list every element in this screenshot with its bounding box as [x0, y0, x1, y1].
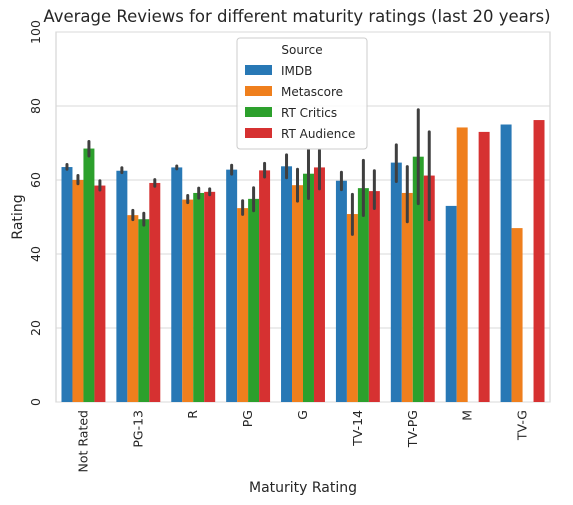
x-tick-pg-13: PG-13: [130, 410, 145, 448]
bar-tv-pg-imdb: [390, 162, 402, 402]
bar-pg-13-metascore: [127, 215, 139, 402]
bar-m-metascore: [456, 127, 468, 403]
legend-swatch-rt-audience: [245, 128, 272, 138]
bar-not-rated-rt-critics: [83, 148, 95, 402]
bar-pg-rt-audience: [259, 170, 271, 402]
y-tick-80: 80: [28, 98, 43, 114]
y-axis-label: Rating: [10, 194, 26, 239]
bar-g-rt-audience: [313, 167, 325, 402]
x-tick-tv-14: TV-14: [350, 410, 365, 447]
bar-pg-13-rt-critics: [138, 219, 150, 402]
bar-tv-14-imdb: [335, 180, 347, 402]
bar-tv-g-rt-audience: [533, 120, 545, 402]
error-bars: [65, 108, 431, 236]
y-tick-100: 100: [28, 20, 43, 44]
x-tick-g: G: [295, 410, 310, 420]
y-tick-40: 40: [28, 246, 43, 262]
x-axis-label: Maturity Rating: [249, 480, 357, 496]
bar-not-rated-imdb: [61, 167, 73, 402]
bar-m-rt-audience: [478, 131, 490, 402]
y-tick-20: 20: [28, 320, 43, 336]
bar-not-rated-metascore: [72, 180, 84, 402]
bar-pg-13-imdb: [116, 170, 128, 402]
y-tick-0: 0: [28, 398, 43, 406]
legend-swatch-imdb: [245, 65, 272, 75]
x-tick-r: R: [185, 410, 200, 419]
legend-label-metascore: Metascore: [281, 85, 343, 99]
x-tick-labels: Not Rated PG-13 R PG G TV-14 TV-PG M TV-G: [75, 410, 529, 473]
bar-r-rt-audience: [204, 191, 216, 402]
bar-pg-rt-critics: [248, 198, 260, 402]
legend-swatch-rt-critics: [245, 107, 272, 117]
y-tick-labels: 0 20 40 60 80 100: [28, 20, 43, 406]
bar-not-rated-rt-audience: [94, 185, 106, 402]
bar-tv-14-rt-audience: [368, 191, 380, 402]
bar-g-imdb: [281, 166, 293, 402]
bar-g-rt-critics: [303, 173, 314, 402]
legend-label-imdb: IMDB: [281, 64, 312, 78]
bar-tv-g-imdb: [500, 124, 512, 402]
bar-g-metascore: [292, 185, 303, 402]
bar-r-metascore: [182, 199, 194, 402]
bar-r-rt-critics: [193, 192, 205, 402]
x-tick-not-rated: Not Rated: [75, 410, 90, 472]
legend-title: Source: [281, 43, 322, 57]
bar-r-imdb: [171, 167, 183, 402]
legend-label-rt-critics: RT Critics: [281, 106, 337, 120]
y-tick-60: 60: [28, 172, 43, 188]
bar-tv-pg-metascore: [401, 192, 413, 402]
bar-tv-14-rt-critics: [357, 188, 369, 402]
legend-label-rt-audience: RT Audience: [281, 127, 355, 141]
bar-tv-14-metascore: [346, 214, 358, 402]
x-tick-pg: PG: [240, 410, 255, 427]
x-tick-tv-pg: TV-PG: [405, 410, 420, 448]
legend: Source IMDB Metascore RT Critics RT Audience: [236, 37, 368, 150]
bars: [61, 120, 545, 403]
bar-m-imdb: [445, 205, 457, 402]
x-tick-m: M: [460, 410, 475, 421]
bar-pg-metascore: [237, 208, 249, 402]
bar-tv-pg-rt-audience: [423, 175, 435, 402]
bar-pg-13-rt-audience: [149, 182, 161, 402]
bar-tv-pg-rt-critics: [412, 156, 424, 402]
bar-tv-g-metascore: [511, 228, 523, 402]
legend-swatch-metascore: [245, 86, 272, 96]
bar-pg-imdb: [226, 169, 238, 402]
x-tick-tv-g: TV-G: [515, 410, 530, 441]
chart-title: Average Reviews for different maturity r…: [43, 7, 550, 26]
